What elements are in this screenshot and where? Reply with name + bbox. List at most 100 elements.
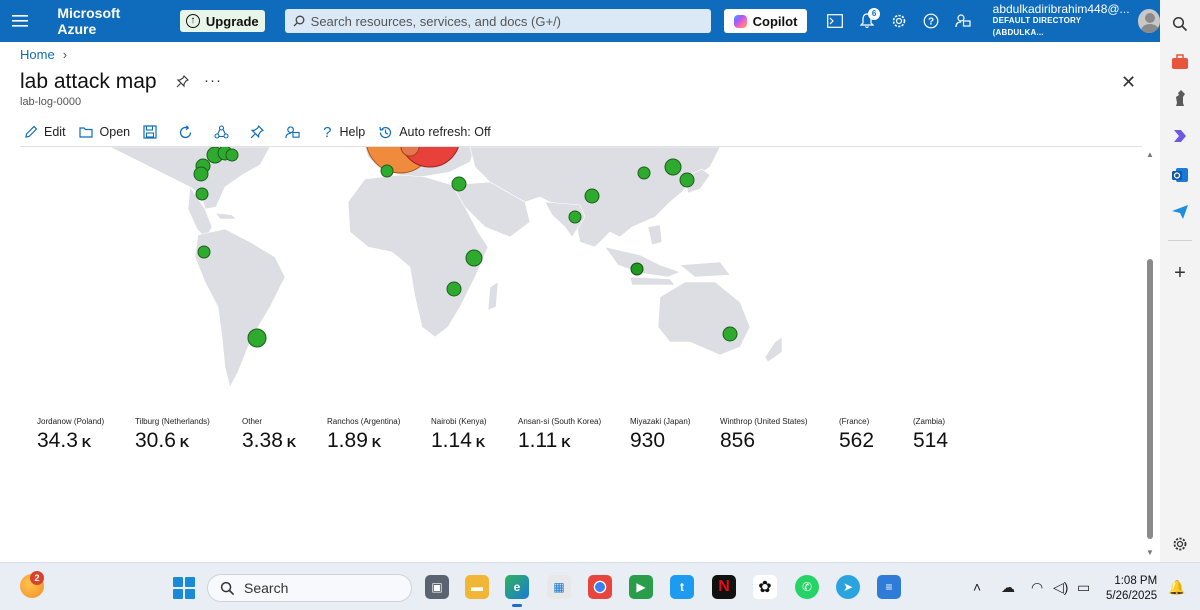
map-marker[interactable]	[193, 166, 209, 182]
history-clock-icon	[379, 126, 392, 138]
upgrade-button[interactable]: ↑ Upgrade	[179, 10, 265, 32]
kpi-tile[interactable]: Ranchos (Argentina) 1.89 K	[327, 417, 400, 453]
scrollbar-thumb[interactable]	[1147, 259, 1153, 539]
refresh-button[interactable]	[178, 124, 193, 140]
refresh-icon	[180, 124, 192, 138]
system-clock[interactable]: 1:08 PM 5/26/2025	[1106, 574, 1157, 604]
windows-start-icon[interactable]	[173, 577, 195, 599]
notepad-icon[interactable]: ≡	[877, 575, 901, 599]
whatsapp-icon[interactable]: ✆	[795, 575, 819, 599]
telegram-icon[interactable]: ➤	[836, 575, 860, 599]
kpi-label: (Zambia)	[913, 417, 946, 426]
map-marker[interactable]	[568, 210, 582, 224]
help-button[interactable]: ? Help	[323, 124, 365, 141]
send-icon[interactable]	[1170, 202, 1190, 222]
hamburger-menu-icon[interactable]	[0, 0, 39, 42]
help-label: Help	[339, 125, 366, 139]
kpi-tile[interactable]: Jordanow (Poland) 34.3 K	[37, 417, 104, 453]
upgrade-label: Upgrade	[205, 13, 259, 29]
briefcase-icon[interactable]	[1170, 52, 1190, 72]
vertical-scrollbar[interactable]: ▲ ▼	[1145, 147, 1155, 557]
task-view-icon[interactable]: ▣	[425, 575, 449, 599]
auto-refresh-label: Auto refresh: Off	[399, 125, 491, 139]
map-marker[interactable]	[225, 148, 239, 162]
command-bar: Edit Open ? Help Auto refresh: Off	[24, 122, 504, 142]
map-marker[interactable]	[380, 164, 394, 178]
map-marker[interactable]	[584, 188, 600, 204]
map-marker[interactable]	[451, 176, 467, 192]
kpi-value: 1.14 K	[431, 429, 486, 452]
copilot-icon[interactable]	[1170, 126, 1190, 146]
scroll-down-icon[interactable]: ▼	[1146, 548, 1154, 557]
kpi-tile[interactable]: Miyazaki (Japan) 930	[630, 417, 690, 453]
close-icon[interactable]: ✕	[1121, 72, 1137, 92]
settings-gear-icon[interactable]	[1170, 534, 1190, 554]
more-options-icon[interactable]: ···	[204, 72, 222, 89]
taskbar-search-label: Search	[244, 580, 289, 596]
search-input[interactable]	[310, 13, 711, 29]
settings-gear-icon[interactable]	[883, 4, 915, 38]
google-meet-icon[interactable]: ▶	[629, 575, 653, 599]
file-explorer-icon[interactable]: ▬	[465, 575, 489, 599]
feedback-button[interactable]	[285, 125, 300, 140]
kpi-tile[interactable]: Winthrop (United States) 856	[720, 417, 808, 453]
azure-top-bar: Microsoft Azure ↑ Upgrade Copilot 6 ? ab…	[0, 0, 1161, 42]
edge-browser-icon[interactable]: e	[505, 575, 529, 607]
outlook-icon[interactable]	[1170, 165, 1190, 185]
battery-icon[interactable]: ▭	[1077, 579, 1091, 595]
twitter-icon[interactable]: t	[670, 575, 694, 599]
map-marker[interactable]	[197, 245, 211, 259]
avatar[interactable]	[1137, 9, 1161, 33]
chrome-icon[interactable]	[588, 575, 612, 599]
map-marker[interactable]	[630, 262, 644, 276]
map-marker[interactable]	[664, 158, 682, 176]
attack-map[interactable]	[20, 147, 1142, 407]
save-button[interactable]	[143, 125, 157, 139]
add-icon[interactable]: +	[1174, 261, 1186, 284]
chess-icon[interactable]	[1170, 88, 1190, 108]
chevron-up-icon[interactable]: ˄	[973, 579, 982, 595]
breadcrumb-home[interactable]: Home	[20, 47, 55, 62]
account-info[interactable]: abdulkadiribrahim448@... DEFAULT DIRECTO…	[993, 3, 1130, 39]
pin-to-dashboard-button[interactable]	[250, 125, 265, 139]
search-icon[interactable]	[1170, 14, 1190, 34]
copilot-button[interactable]: Copilot	[723, 9, 808, 33]
taskbar-search[interactable]: Search	[207, 574, 412, 602]
map-marker[interactable]	[679, 172, 695, 188]
kpi-tile[interactable]: Other 3.38 K	[242, 417, 296, 453]
scroll-up-icon[interactable]: ▲	[1146, 150, 1154, 159]
netflix-icon[interactable]: N	[712, 575, 736, 599]
map-marker[interactable]	[400, 147, 420, 157]
kpi-tile[interactable]: (Zambia) 514	[913, 417, 952, 453]
map-marker[interactable]	[247, 328, 267, 348]
global-search[interactable]	[284, 9, 711, 33]
azure-brand[interactable]: Microsoft Azure	[57, 5, 121, 37]
notification-bell-icon[interactable]: 🔔	[1168, 579, 1186, 595]
open-button[interactable]: Open	[78, 125, 130, 139]
cloud-icon[interactable]: ☁	[1001, 579, 1015, 595]
auto-refresh-button[interactable]: Auto refresh: Off	[378, 125, 491, 140]
map-marker[interactable]	[722, 326, 738, 342]
feedback-icon[interactable]	[947, 4, 979, 38]
page-subtitle: lab-log-0000	[20, 96, 82, 108]
clock-date: 5/26/2025	[1106, 590, 1158, 602]
map-marker[interactable]	[637, 166, 651, 180]
map-marker[interactable]	[446, 281, 462, 297]
help-question-icon[interactable]: ?	[915, 4, 947, 38]
kpi-tile[interactable]: Ansan-si (South Korea) 1.11 K	[518, 417, 601, 453]
kpi-tile[interactable]: Nairobi (Kenya) 1.14 K	[431, 417, 487, 453]
microsoft-store-icon[interactable]: ▦	[547, 575, 571, 599]
edit-button[interactable]: Edit	[24, 125, 66, 139]
map-marker[interactable]	[195, 187, 209, 201]
chatgpt-icon[interactable]: ✿	[753, 575, 777, 599]
cloud-shell-icon[interactable]	[819, 4, 851, 38]
share-button[interactable]	[214, 124, 229, 140]
account-username: abdulkadiribrahim448@...	[992, 2, 1130, 16]
volume-icon[interactable]: ◁)	[1053, 579, 1069, 595]
kpi-tile[interactable]: Tilburg (Netherlands) 30.6 K	[135, 417, 210, 453]
wifi-icon[interactable]: ◠	[1031, 579, 1044, 595]
notifications-icon[interactable]: 6	[851, 4, 883, 38]
kpi-tile[interactable]: (France) 562	[839, 417, 878, 453]
pin-icon[interactable]	[176, 75, 189, 91]
map-marker[interactable]	[465, 249, 483, 267]
